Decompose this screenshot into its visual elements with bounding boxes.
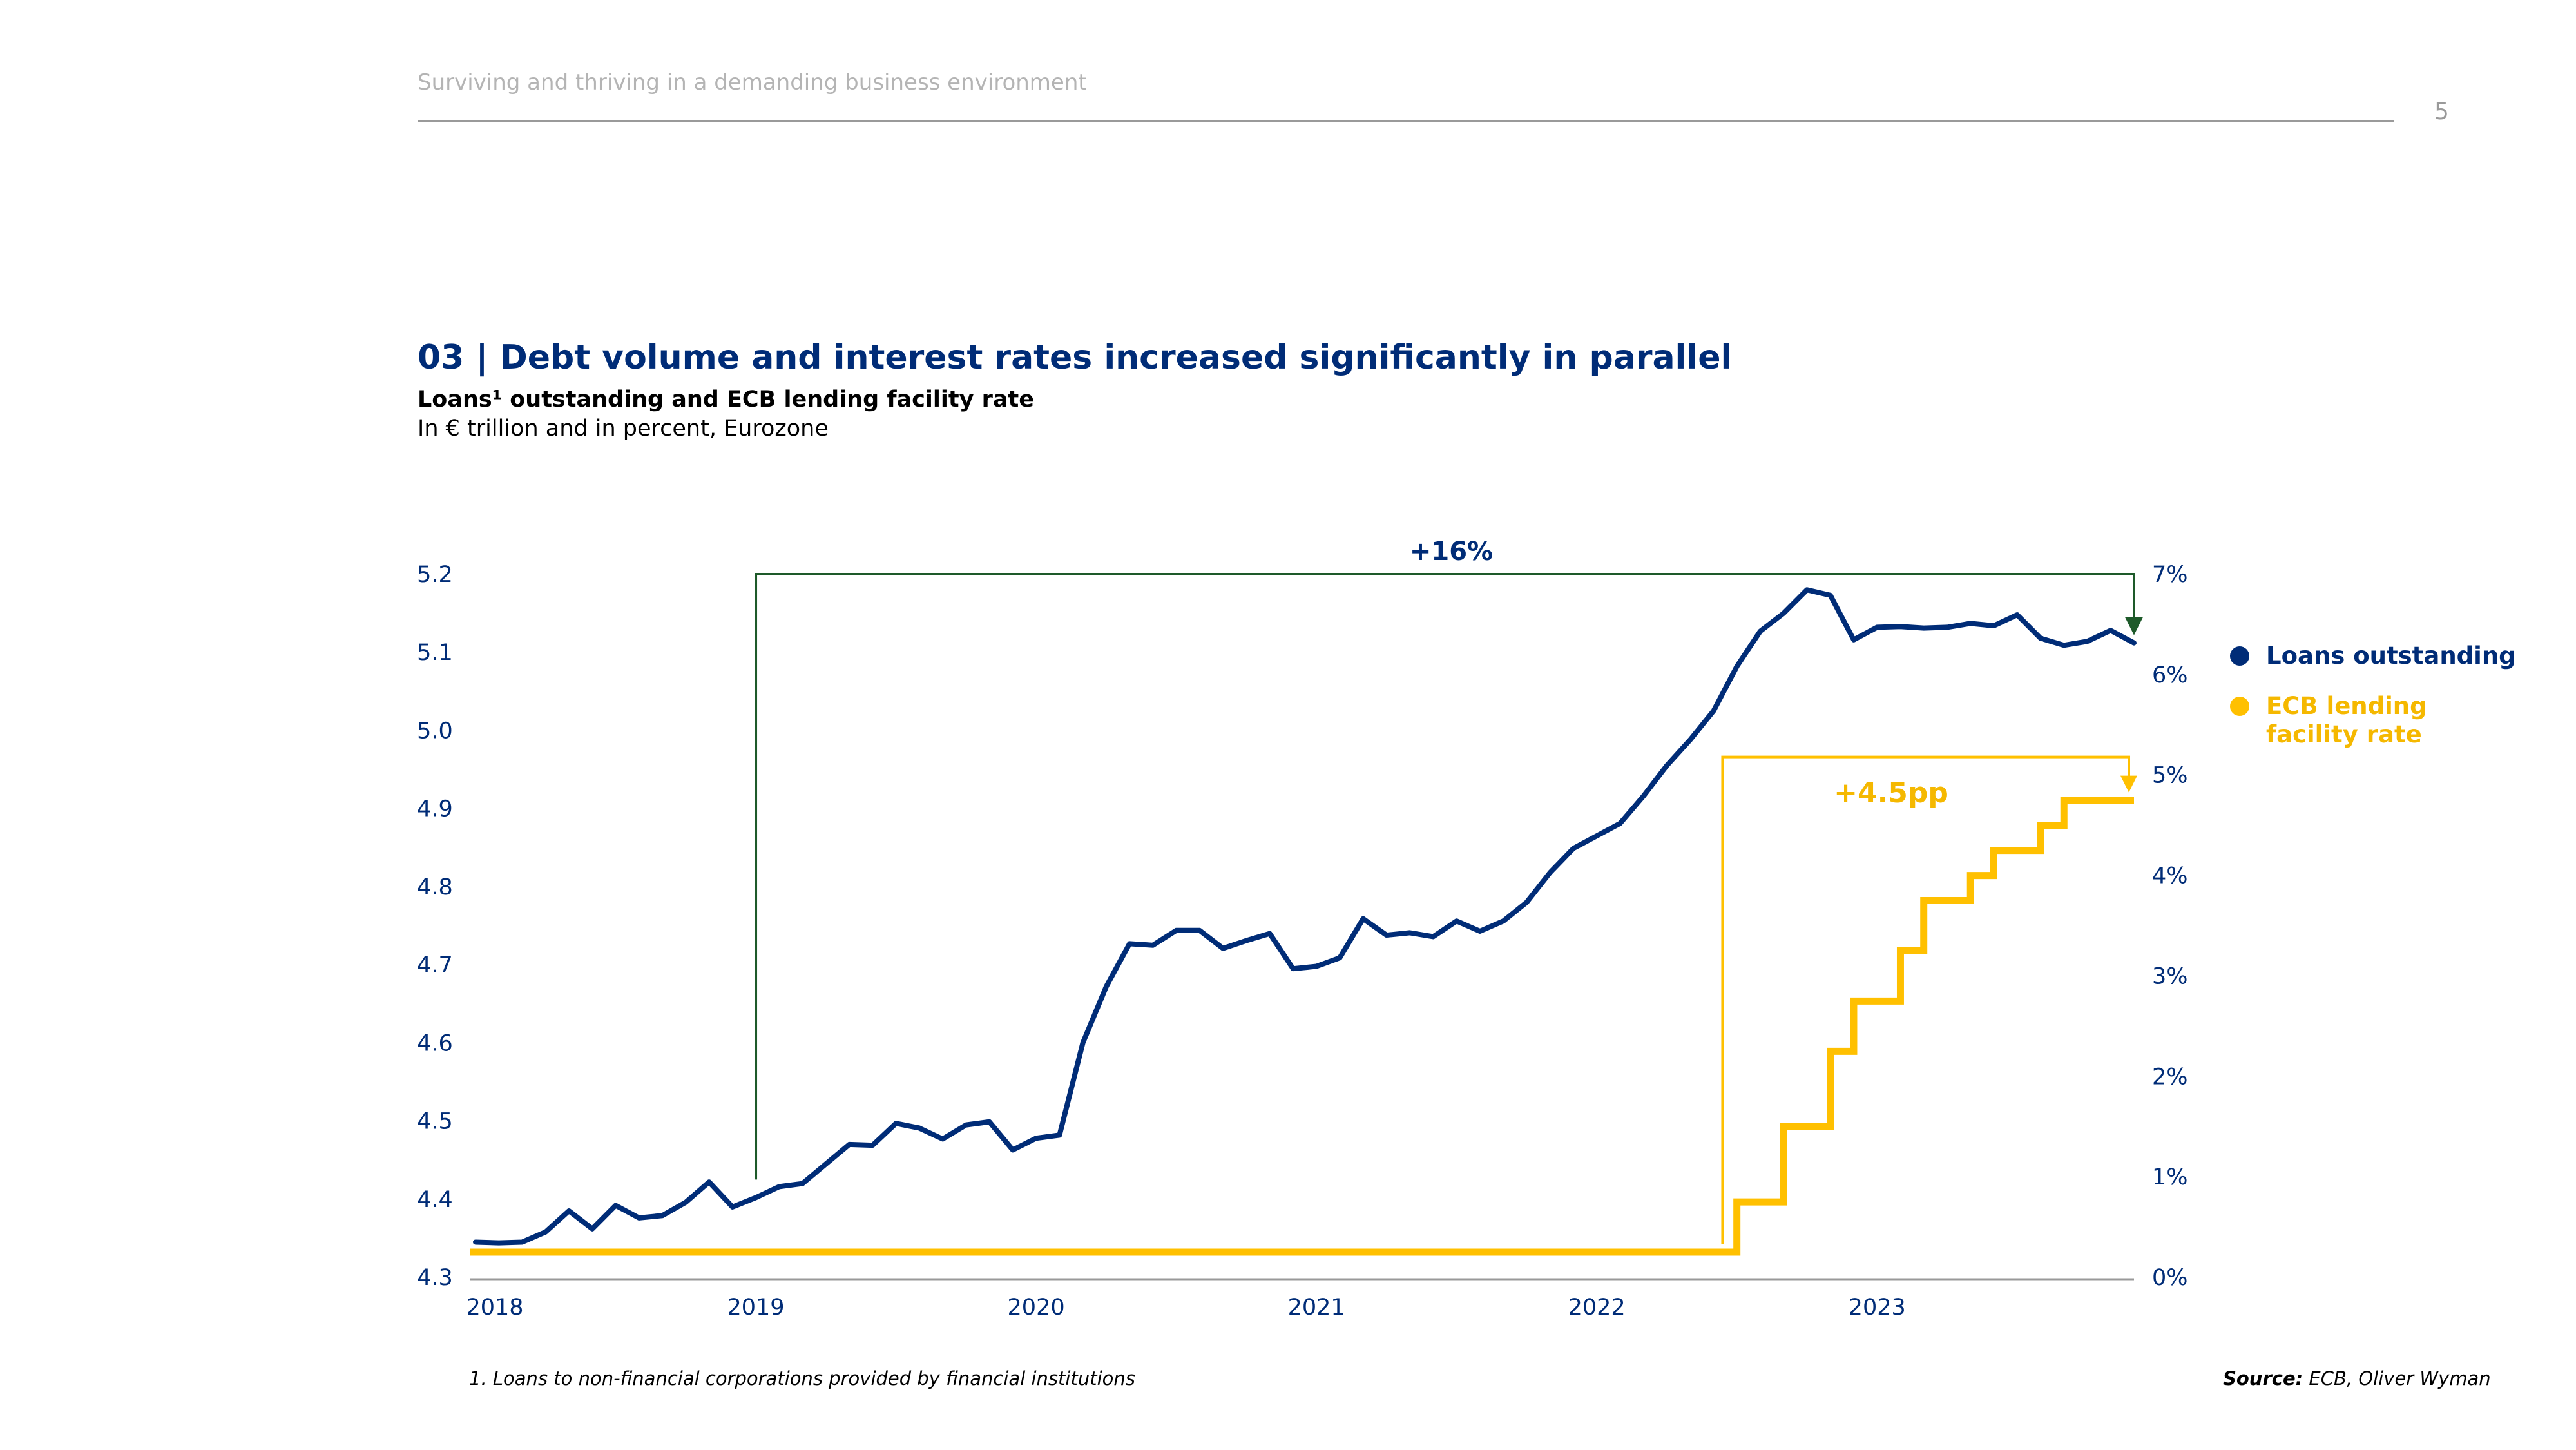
chart-subtitle: Loans¹ outstanding and ECB lending facil… bbox=[418, 387, 1034, 412]
legend-ecb-label: ECB lending facility rate bbox=[2266, 692, 2427, 748]
y-right-tick-label: 7% bbox=[2152, 562, 2188, 588]
header-divider bbox=[418, 120, 2394, 122]
x-tick-label: 2020 bbox=[1008, 1295, 1065, 1320]
y-left-tick-label: 4.3 bbox=[417, 1265, 453, 1291]
y-left-tick-label: 4.8 bbox=[417, 875, 453, 900]
y-left-tick-label: 5.0 bbox=[417, 718, 453, 744]
x-tick-label: 2023 bbox=[1849, 1295, 1906, 1320]
x-tick-label: 2018 bbox=[466, 1295, 523, 1320]
footnote: 1. Loans to non-financial corporations p… bbox=[469, 1368, 1135, 1389]
ecb-rate-line bbox=[470, 797, 2134, 1256]
y-left-tick-label: 5.2 bbox=[417, 562, 453, 588]
y-right-tick-label: 1% bbox=[2152, 1165, 2188, 1190]
y-right-tick-label: 2% bbox=[2152, 1064, 2188, 1090]
y-left-tick-label: 5.1 bbox=[417, 640, 453, 666]
y-left-tick-label: 4.7 bbox=[417, 952, 453, 978]
rate-change-bracket bbox=[1721, 755, 2130, 1244]
y-right-tick-label: 4% bbox=[2152, 864, 2188, 889]
chart-units: In € trillion and in percent, Eurozone bbox=[418, 416, 829, 441]
loans-outstanding-line bbox=[473, 587, 2137, 1246]
y-right-tick-label: 6% bbox=[2152, 662, 2188, 688]
y-left-tick-label: 4.4 bbox=[417, 1187, 453, 1213]
loans-change-arrowhead bbox=[2125, 617, 2143, 635]
x-tick-label: 2019 bbox=[727, 1295, 785, 1320]
y-right-tick-label: 3% bbox=[2152, 963, 2188, 989]
source-label: Source: bbox=[2223, 1368, 2303, 1389]
x-tick-label: 2021 bbox=[1288, 1295, 1345, 1320]
page-number: 5 bbox=[2434, 99, 2449, 125]
legend-loans-marker bbox=[2230, 646, 2249, 666]
loans-change-label: +16% bbox=[1410, 537, 1493, 566]
legend-ecb-marker bbox=[2230, 697, 2249, 716]
x-tick-label: 2022 bbox=[1568, 1295, 1626, 1320]
y-right-tick-label: 0% bbox=[2152, 1265, 2188, 1291]
rate-change-arrowhead bbox=[2120, 775, 2137, 793]
header-text: Surviving and thriving in a demanding bu… bbox=[418, 70, 1087, 95]
loans-change-bracket bbox=[755, 573, 2135, 1180]
y-right-tick-label: 5% bbox=[2152, 763, 2188, 789]
source-text: ECB, Oliver Wyman bbox=[2303, 1368, 2491, 1389]
y-left-tick-label: 4.9 bbox=[417, 797, 453, 822]
y-left-tick-label: 4.6 bbox=[417, 1030, 453, 1056]
y-left-tick-label: 4.5 bbox=[417, 1109, 453, 1135]
source-note: Source: ECB, Oliver Wyman bbox=[2223, 1368, 2491, 1389]
rate-change-label: +4.5pp bbox=[1834, 777, 1948, 809]
legend-loans-label: Loans outstanding bbox=[2266, 642, 2516, 670]
page-title: 03 | Debt volume and interest rates incr… bbox=[418, 338, 1733, 377]
